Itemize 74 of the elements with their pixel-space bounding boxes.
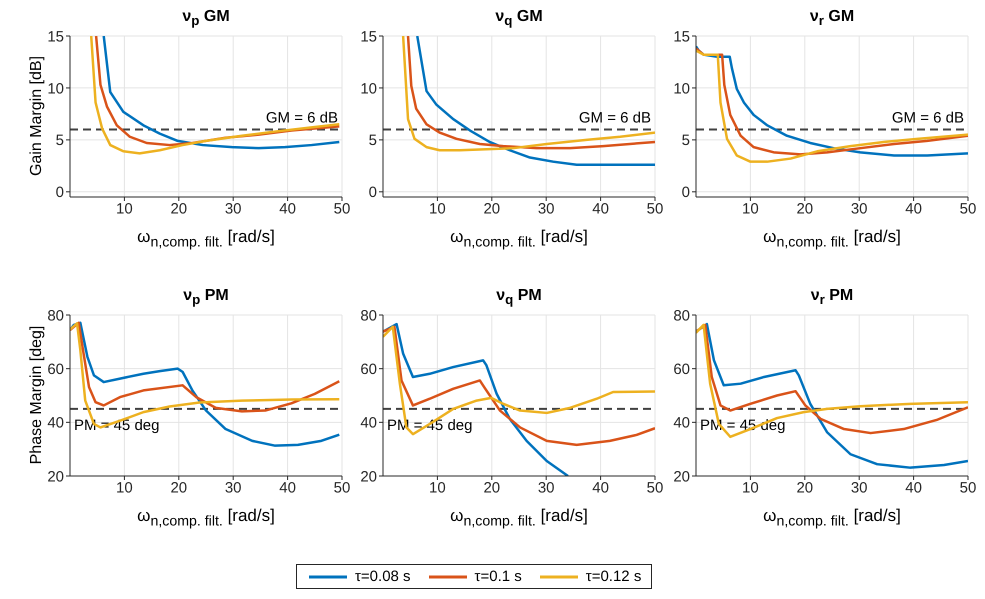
x-tick-label: 40	[905, 200, 922, 218]
chart-title: ν$_{q}$ GM	[494, 8, 544, 28]
y-tick-label: 10	[360, 80, 377, 98]
x-tick-label: 50	[646, 200, 664, 218]
x-tick-label: 10	[429, 200, 446, 218]
y-tick-label: 5	[682, 132, 690, 150]
y-tick-label: 10	[47, 80, 64, 98]
x-tick-label: 40	[279, 200, 296, 218]
y-tick-label: 40	[673, 414, 690, 432]
x-tick-label: 20	[796, 480, 814, 497]
x-tick-label: 30	[538, 200, 555, 218]
y-tick-label: 40	[47, 414, 64, 432]
x-tick-label: 10	[116, 480, 133, 497]
ref-line-label: GM = 6 dB	[892, 109, 964, 126]
y-tick-label: 40	[360, 414, 377, 432]
y-tick-label: 60	[673, 360, 690, 378]
x-tick-label: 50	[334, 480, 350, 497]
y-tick-label: 0	[56, 184, 64, 202]
chart-title: ν$_{p}$ GM	[181, 8, 231, 28]
y-tick-label: 0	[682, 184, 690, 202]
x-axis-title: ω$_{n,comp. filt.}$ [rad/s]	[136, 506, 276, 530]
y-tick-label: 10	[673, 80, 690, 98]
x-tick-label: 40	[592, 200, 609, 218]
y-tick-label: 15	[673, 28, 690, 46]
chart-title: ν$_{q}$ PM	[495, 287, 543, 308]
y-tick-label: 80	[360, 307, 377, 324]
x-tick-label: 40	[592, 480, 609, 497]
y-tick-label: 5	[368, 132, 377, 150]
chart-title: ν$_{r}$ PM	[810, 287, 854, 308]
x-tick-label: 10	[116, 200, 133, 218]
x-tick-label: 30	[850, 200, 868, 218]
x-tick-label: 50	[334, 200, 350, 218]
ref-line-label: GM = 6 dB	[578, 109, 651, 126]
y-tick-label: 5	[56, 132, 64, 150]
legend-label: τ=0.08 s	[355, 568, 411, 585]
y-tick-label: 80	[47, 307, 64, 324]
x-tick-label: 10	[742, 200, 759, 218]
x-tick-label: 30	[850, 480, 868, 497]
y-tick-label: 20	[360, 468, 377, 486]
x-axis-title: ω$_{n,comp. filt.}$ [rad/s]	[449, 227, 589, 250]
x-axis-title: ω$_{n,comp. filt.}$ [rad/s]	[762, 227, 902, 250]
y-axis-title: Gain Margin [dB]	[28, 54, 46, 178]
y-axis-title: Phase Margin [deg]	[28, 324, 46, 466]
y-tick-label: 80	[673, 307, 690, 324]
x-axis-title: ω$_{n,comp. filt.}$ [rad/s]	[449, 506, 589, 530]
x-tick-label: 50	[646, 480, 664, 497]
y-tick-label: 20	[47, 468, 64, 486]
chart-title: ν$_{r}$ GM	[808, 8, 856, 28]
x-tick-label: 10	[429, 480, 446, 497]
x-tick-label: 20	[483, 200, 500, 218]
y-tick-label: 60	[47, 360, 64, 378]
x-axis-title: ω$_{n,comp. filt.}$ [rad/s]	[136, 227, 276, 250]
x-tick-label: 20	[170, 200, 188, 218]
ref-line-label: GM = 6 dB	[266, 109, 338, 126]
y-tick-label: 15	[360, 28, 377, 46]
x-tick-label: 30	[538, 480, 555, 497]
y-tick-label: 15	[47, 28, 64, 46]
x-tick-label: 20	[170, 480, 188, 497]
y-tick-label: 20	[673, 468, 690, 486]
chart-title: ν$_{p}$ PM	[182, 287, 230, 308]
y-tick-label: 60	[360, 360, 377, 378]
x-tick-label: 20	[796, 200, 814, 218]
x-tick-label: 20	[483, 480, 500, 497]
x-axis-title: ω$_{n,comp. filt.}$ [rad/s]	[762, 506, 902, 530]
x-tick-label: 30	[224, 200, 242, 218]
y-tick-label: 0	[368, 184, 377, 202]
x-tick-label: 50	[960, 480, 976, 497]
x-tick-label: 50	[960, 200, 976, 218]
x-tick-label: 30	[224, 480, 242, 497]
x-tick-label: 40	[279, 480, 296, 497]
x-tick-label: 10	[742, 480, 759, 497]
legend-label: τ=0.12 s	[586, 568, 642, 585]
x-tick-label: 40	[905, 480, 922, 497]
legend-label: τ=0.1 s	[474, 568, 522, 585]
